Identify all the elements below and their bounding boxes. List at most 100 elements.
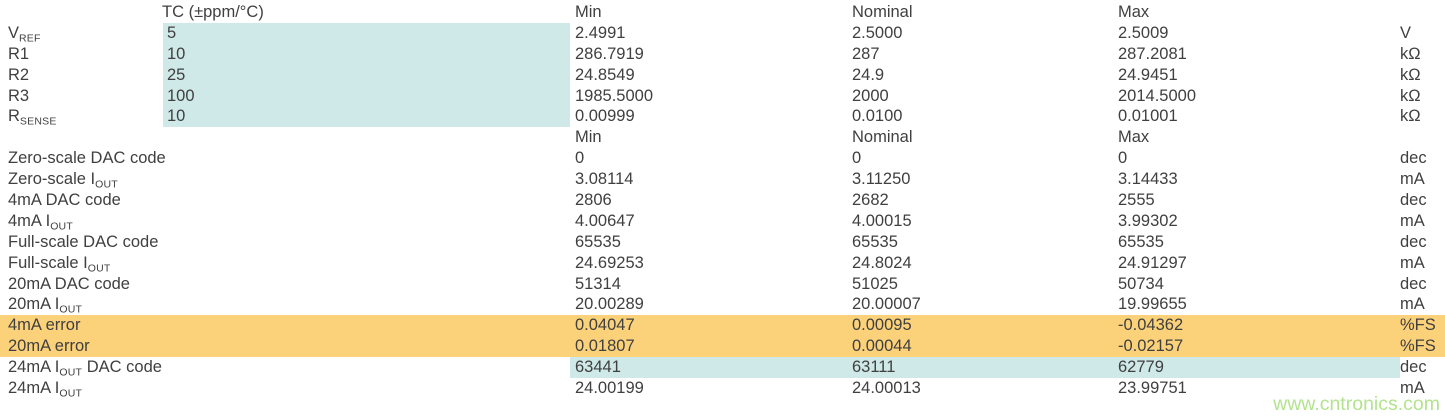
cell-min: 3.08114: [575, 170, 634, 189]
cell-min: 0.04047: [575, 316, 635, 335]
cell-label: 24mA IOUT: [8, 378, 83, 400]
table-header-row: Min Nominal Max: [0, 127, 1445, 148]
cell-nominal: 24.8024: [852, 253, 912, 272]
col-header-min: Min: [575, 3, 602, 21]
cell-tc: 5: [167, 23, 177, 42]
label-subscript: OUT: [59, 366, 83, 379]
table-row: R1 10 286.7919 287 287.2081 kΩ: [0, 43, 1445, 65]
table-row: Zero-scale IOUT 3.08114 3.11250 3.14433 …: [0, 169, 1445, 191]
cell-unit: kΩ: [1400, 86, 1421, 105]
label-subscript: OUT: [59, 387, 83, 400]
label-text: 20mA I: [8, 295, 60, 314]
cell-label: R3: [8, 86, 29, 107]
cell-min: 286.7919: [575, 44, 644, 63]
cell-min: 0.00999: [575, 107, 635, 126]
tolerance-results-table: TC (±ppm/°C) Min Nominal Max VREF 5 2.49…: [0, 2, 1445, 400]
cell-min: 20.00289: [575, 295, 644, 314]
cell-label: Zero-scale DAC code: [8, 148, 166, 169]
cell-unit: mA: [1400, 253, 1425, 272]
table-row: 20mA IOUT 20.00289 20.00007 19.99655 mA: [0, 294, 1445, 316]
cell-tc: 10: [167, 107, 186, 126]
cell-unit: mA: [1400, 379, 1425, 398]
cell-label: RSENSE: [8, 106, 57, 128]
label-subscript: OUT: [50, 220, 73, 233]
cell-nominal: 4.00015: [852, 211, 912, 230]
label-text: 24mA I: [8, 379, 60, 398]
table-row: RSENSE 10 0.00999 0.0100 0.01001 kΩ: [0, 106, 1445, 128]
cell-label: R1: [8, 44, 29, 65]
table-row: R3 100 1985.5000 2000 2014.5000 kΩ: [0, 85, 1445, 107]
table-row: Full-scale IOUT 24.69253 24.8024 24.9129…: [0, 253, 1445, 275]
cell-nominal: 24.9: [852, 65, 885, 84]
cell-label: 20mA DAC code: [8, 274, 130, 295]
cell-max: 3.99302: [1118, 211, 1178, 230]
cell-label: VREF: [8, 23, 41, 45]
label-text: R1: [8, 44, 30, 63]
cell-tc: 25: [167, 65, 186, 84]
cell-min: 63441: [575, 358, 621, 377]
cell-nominal: 0.00044: [852, 337, 912, 356]
label-text: R3: [8, 86, 30, 105]
cell-max: 65535: [1118, 232, 1164, 251]
label-text: Zero-scale DAC code: [8, 149, 166, 168]
cell-nominal: 2682: [852, 191, 889, 210]
cell-min: 24.00199: [575, 379, 644, 398]
label-subscript: OUT: [59, 303, 83, 316]
cell-nominal: 51025: [852, 274, 898, 293]
cell-unit: dec: [1400, 191, 1427, 210]
cell-min: 2806: [575, 191, 612, 210]
site-watermark: www.cntronics.com: [1273, 393, 1440, 415]
col-header-max: Max: [1118, 128, 1150, 147]
cell-nominal: 24.00013: [852, 379, 921, 398]
cell-nominal: 2000: [852, 86, 889, 105]
cell-label: 4mA IOUT: [8, 211, 73, 233]
cell-nominal: 287: [852, 44, 880, 63]
table-row: 4mA DAC code 2806 2682 2555 dec: [0, 190, 1445, 211]
cell-unit: %FS: [1400, 316, 1436, 335]
cell-label: Full-scale IOUT: [8, 253, 111, 275]
cell-unit: mA: [1400, 295, 1425, 314]
cell-nominal: 3.11250: [852, 170, 911, 189]
cell-label: 20mA error: [8, 336, 90, 357]
label-text: 24mA I: [8, 358, 60, 377]
cell-min: 0: [575, 149, 585, 168]
cell-max: -0.04362: [1118, 316, 1184, 335]
cell-unit: mA: [1400, 170, 1425, 189]
table-header-row: TC (±ppm/°C) Min Nominal Max: [0, 2, 1445, 23]
label-text: 4mA DAC code: [8, 191, 121, 210]
cell-label: Full-scale DAC code: [8, 232, 158, 253]
label-subscript: OUT: [95, 178, 118, 191]
label-text: 20mA error: [8, 337, 90, 356]
cell-label: 4mA DAC code: [8, 190, 121, 211]
cell-label: R2: [8, 65, 29, 86]
label-text: Zero-scale I: [8, 170, 96, 189]
cell-unit: kΩ: [1400, 107, 1421, 126]
col-header-nominal: Nominal: [852, 3, 913, 21]
cell-nominal: 0.00095: [852, 316, 912, 335]
cell-label: 20mA IOUT: [8, 294, 83, 316]
cell-unit: mA: [1400, 211, 1425, 230]
cell-label: Zero-scale IOUT: [8, 169, 118, 191]
cell-nominal: 0: [852, 149, 862, 168]
table-row: 20mA DAC code 51314 51025 50734 dec: [0, 274, 1445, 295]
cell-label: 24mA IOUT DAC code: [8, 357, 162, 379]
cell-unit: dec: [1400, 358, 1427, 377]
label-text: 4mA error: [8, 316, 81, 335]
cell-nominal: 65535: [852, 232, 898, 251]
cell-label: 4mA error: [8, 315, 80, 336]
col-header-min: Min: [575, 128, 602, 147]
label-suffix: DAC code: [82, 358, 162, 377]
table-row: R2 25 24.8549 24.9 24.9451 kΩ: [0, 64, 1445, 86]
label-text: 4mA I: [8, 211, 51, 230]
cell-tc: 10: [167, 44, 186, 63]
cell-max: -0.02157: [1118, 337, 1184, 356]
label-text: 20mA DAC code: [8, 274, 130, 293]
cell-max: 2.5009: [1118, 23, 1169, 42]
cell-max: 287.2081: [1118, 44, 1187, 63]
cell-unit: %FS: [1400, 337, 1436, 356]
cell-min: 0.01807: [575, 337, 635, 356]
table-row: Full-scale DAC code 65535 65535 65535 de…: [0, 232, 1445, 253]
cell-max: 23.99751: [1118, 379, 1187, 398]
cell-max: 2014.5000: [1118, 86, 1196, 105]
